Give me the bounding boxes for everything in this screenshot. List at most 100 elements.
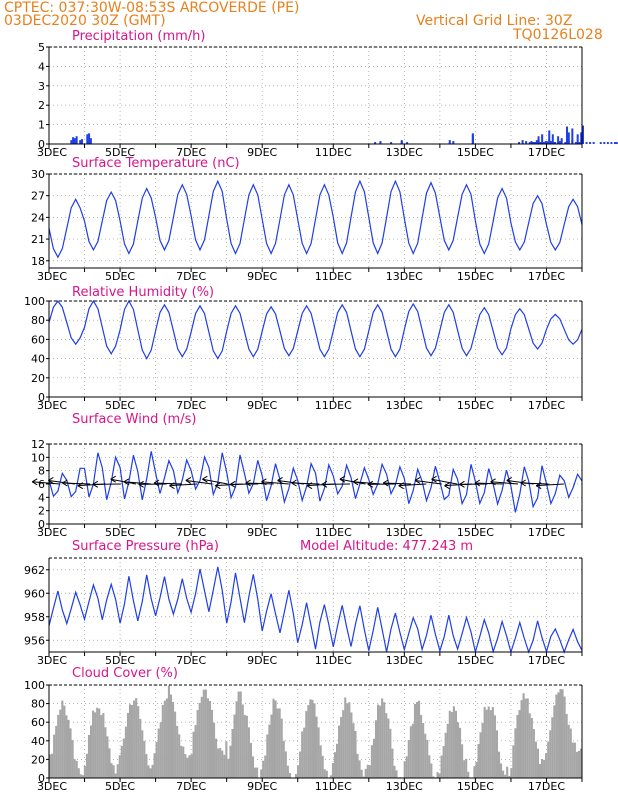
cloud-bar: [135, 698, 138, 778]
cloud-bar: [463, 760, 466, 778]
cloud-bar: [452, 706, 455, 778]
cloud-bar: [481, 723, 484, 778]
wind-arrow: [383, 482, 412, 485]
precip-bar: [589, 142, 592, 144]
cloud-bar: [118, 755, 121, 778]
y-tick-label: 10: [31, 451, 45, 464]
x-tick-label: 13DEC: [386, 780, 423, 793]
wind-arrow: [32, 481, 60, 485]
cloud-bar: [459, 727, 462, 778]
cloud-bar: [485, 709, 488, 778]
precip-bar: [554, 142, 557, 144]
cloud-bar: [467, 771, 470, 778]
cloud-bar: [561, 689, 564, 778]
wind-arrow: [474, 482, 503, 485]
y-tick-label: 20: [31, 753, 45, 766]
cloud-bar: [163, 700, 166, 778]
wind-arrow: [62, 482, 91, 485]
x-tick-label: 15DEC: [457, 780, 494, 793]
cloud-bar: [161, 705, 164, 778]
wind-arrow-head: [153, 479, 160, 487]
precip-bar: [578, 142, 581, 144]
cloud-bar: [217, 748, 220, 778]
x-tick-label: 3DEC: [37, 526, 67, 539]
x-tick-label: 13DEC: [386, 270, 423, 283]
cloud-bar: [381, 698, 384, 778]
precip-bar: [89, 138, 92, 144]
y-tick-label: 21: [31, 233, 45, 246]
cloud-bar: [120, 745, 123, 778]
panel-title: Cloud Cover (%): [72, 666, 178, 681]
cloud-bar: [79, 774, 82, 778]
wind-arrow-head: [367, 480, 374, 488]
wind-arrow: [339, 478, 366, 485]
cloud-bar: [315, 716, 318, 778]
cloud-bar: [71, 740, 74, 778]
cloud-bar: [305, 711, 308, 778]
precip-bar: [558, 141, 561, 144]
cloud-bar: [194, 725, 197, 778]
wind-arrow-head: [444, 482, 450, 490]
x-tick-label: 17DEC: [528, 270, 565, 283]
wind-arrow: [153, 482, 182, 485]
precip-bar: [551, 134, 554, 144]
cloud-bar: [534, 741, 537, 778]
wind-arrow-head: [245, 479, 251, 487]
x-tick-label: 17DEC: [528, 146, 565, 159]
precip-bar: [542, 142, 545, 144]
precip-bar: [592, 142, 595, 144]
precip-bar: [539, 142, 542, 144]
cloud-bar: [389, 728, 392, 778]
cloud-bar: [100, 715, 103, 778]
series-line: [48, 566, 583, 655]
cloud-bar: [131, 704, 134, 778]
header-code: TQ0126L028: [513, 27, 603, 43]
cloud-bar: [299, 751, 302, 778]
x-tick-label: 17DEC: [528, 780, 565, 793]
cloud-bar: [473, 766, 476, 778]
cloud-bar: [426, 739, 429, 778]
cloud-bar: [309, 699, 312, 778]
panel-title: Surface Temperature (nC): [72, 156, 240, 171]
cloud-bar: [229, 745, 232, 778]
precip-bar: [535, 140, 538, 144]
y-tick-label: 3: [38, 80, 45, 93]
wind-arrow-head: [62, 479, 68, 487]
cloud-bar: [456, 722, 460, 778]
precip-bar: [576, 134, 579, 144]
x-tick-label: 5DEC: [105, 399, 135, 412]
cloud-bar: [551, 717, 554, 778]
cloud-bar: [506, 766, 509, 778]
x-tick-label: 9DEC: [247, 526, 277, 539]
cloud-bar: [356, 753, 359, 778]
cloud-bar: [219, 748, 222, 778]
cloud-bar: [317, 727, 320, 778]
cloud-bar: [500, 763, 503, 778]
cloud-bar: [270, 714, 273, 778]
y-tick-label: 12: [31, 438, 45, 451]
wind-arrow-head: [123, 478, 130, 486]
wind-arrow: [536, 483, 564, 487]
precip-bar: [615, 142, 618, 144]
cloud-bar: [352, 723, 355, 778]
precip-bar: [585, 142, 588, 144]
precip-bar: [574, 142, 577, 144]
precip-bar: [580, 132, 583, 144]
cloud-bar: [57, 714, 60, 778]
cloud-bar: [391, 748, 394, 778]
precip-bar: [532, 142, 535, 144]
wind-arrow-head: [520, 479, 526, 487]
cloud-bar: [133, 700, 136, 778]
y-tick-label: 2: [38, 99, 45, 112]
cloud-bar: [182, 746, 185, 778]
precip-bar: [610, 142, 613, 144]
cloud-bar: [215, 738, 218, 778]
cloud-bar: [508, 775, 511, 778]
precip-bar: [548, 130, 551, 144]
cloud-bar: [264, 755, 267, 778]
cloud-bar: [438, 773, 441, 778]
cloud-bar: [69, 728, 72, 778]
wind-arrow: [414, 479, 442, 485]
y-tick-label: 100: [24, 295, 45, 308]
cloud-bar: [295, 774, 298, 778]
